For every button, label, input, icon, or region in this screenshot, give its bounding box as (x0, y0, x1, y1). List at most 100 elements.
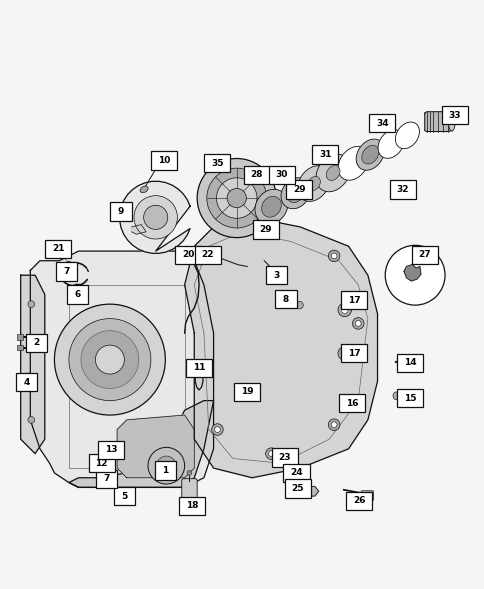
Circle shape (341, 396, 350, 405)
Text: 7: 7 (63, 267, 70, 276)
Polygon shape (290, 487, 318, 496)
Text: 8: 8 (282, 295, 288, 304)
FancyBboxPatch shape (341, 291, 367, 309)
Circle shape (216, 178, 257, 219)
Text: 24: 24 (289, 468, 302, 478)
Ellipse shape (140, 186, 148, 193)
Text: 25: 25 (291, 484, 303, 493)
Circle shape (243, 386, 250, 393)
FancyBboxPatch shape (179, 497, 204, 515)
Text: 2: 2 (33, 338, 39, 348)
Polygon shape (403, 264, 420, 281)
Circle shape (352, 317, 363, 329)
FancyBboxPatch shape (182, 479, 197, 503)
Text: 1: 1 (162, 466, 168, 475)
Ellipse shape (355, 139, 384, 170)
Circle shape (156, 456, 176, 475)
Circle shape (25, 376, 31, 382)
Ellipse shape (261, 196, 281, 217)
FancyBboxPatch shape (284, 479, 310, 498)
Circle shape (187, 471, 192, 475)
FancyBboxPatch shape (186, 359, 212, 377)
Ellipse shape (104, 459, 109, 462)
Ellipse shape (316, 154, 349, 192)
Circle shape (134, 196, 177, 239)
Circle shape (28, 378, 34, 385)
Text: 27: 27 (418, 250, 430, 260)
FancyBboxPatch shape (67, 285, 88, 304)
Polygon shape (120, 181, 190, 253)
FancyBboxPatch shape (252, 220, 278, 239)
Circle shape (328, 419, 339, 431)
Bar (17, 334, 23, 340)
Circle shape (28, 301, 34, 307)
Polygon shape (21, 275, 45, 454)
Text: 6: 6 (75, 290, 80, 299)
Circle shape (341, 350, 348, 357)
Circle shape (28, 416, 34, 423)
Text: 10: 10 (158, 156, 170, 165)
Text: 29: 29 (292, 185, 305, 194)
FancyBboxPatch shape (114, 487, 135, 505)
Circle shape (188, 257, 196, 264)
Ellipse shape (297, 166, 330, 201)
Circle shape (268, 227, 274, 232)
FancyBboxPatch shape (312, 145, 338, 164)
Bar (17, 345, 23, 350)
Text: 31: 31 (318, 150, 331, 159)
Circle shape (295, 301, 302, 309)
Text: 28: 28 (250, 170, 263, 180)
FancyBboxPatch shape (16, 373, 37, 392)
Ellipse shape (361, 145, 378, 164)
FancyBboxPatch shape (275, 290, 296, 309)
Text: 9: 9 (118, 207, 124, 216)
Ellipse shape (448, 112, 454, 131)
Ellipse shape (337, 147, 368, 180)
Text: 16: 16 (346, 399, 358, 408)
Ellipse shape (394, 122, 419, 148)
Ellipse shape (307, 177, 320, 191)
Text: 17: 17 (348, 349, 360, 358)
FancyBboxPatch shape (283, 464, 309, 482)
FancyBboxPatch shape (26, 333, 46, 352)
Circle shape (148, 448, 184, 484)
Circle shape (355, 320, 361, 326)
FancyBboxPatch shape (243, 166, 270, 184)
FancyBboxPatch shape (234, 383, 260, 401)
Text: 11: 11 (193, 363, 205, 372)
Text: 5: 5 (121, 492, 127, 501)
Ellipse shape (286, 184, 303, 203)
FancyBboxPatch shape (346, 492, 371, 510)
Text: 29: 29 (259, 225, 272, 234)
Circle shape (206, 168, 266, 228)
FancyBboxPatch shape (389, 180, 415, 198)
Circle shape (69, 319, 151, 401)
FancyBboxPatch shape (98, 441, 124, 459)
FancyBboxPatch shape (396, 354, 423, 372)
Circle shape (337, 303, 351, 317)
Ellipse shape (255, 189, 287, 224)
FancyBboxPatch shape (368, 114, 394, 133)
Ellipse shape (122, 489, 129, 494)
Text: 33: 33 (448, 111, 460, 120)
Circle shape (384, 245, 444, 305)
Circle shape (81, 330, 138, 389)
FancyBboxPatch shape (441, 106, 467, 124)
Text: 13: 13 (105, 445, 117, 454)
Circle shape (265, 224, 277, 235)
Ellipse shape (377, 130, 403, 158)
Polygon shape (424, 112, 451, 131)
Text: 14: 14 (403, 359, 416, 368)
Circle shape (337, 346, 351, 360)
Text: 12: 12 (95, 459, 108, 468)
FancyBboxPatch shape (96, 469, 117, 488)
Ellipse shape (280, 178, 309, 209)
FancyBboxPatch shape (204, 154, 230, 173)
Text: 19: 19 (241, 388, 253, 396)
Text: 7: 7 (103, 474, 109, 483)
Text: 35: 35 (211, 159, 223, 168)
Circle shape (214, 426, 220, 432)
FancyBboxPatch shape (56, 262, 77, 280)
Text: 3: 3 (272, 271, 279, 280)
Circle shape (143, 206, 167, 229)
